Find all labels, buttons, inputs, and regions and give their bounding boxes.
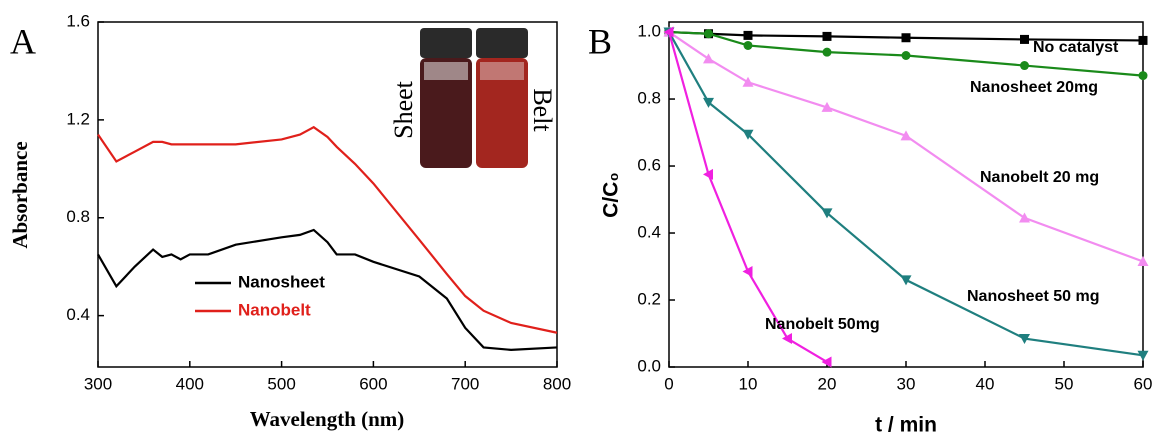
marker [901, 33, 911, 43]
marker [1020, 61, 1029, 71]
marker [1138, 71, 1148, 81]
marker [703, 168, 713, 180]
marker [900, 130, 912, 141]
series-line [97, 125, 558, 334]
series-label: Nanosheet 20mg [970, 79, 1098, 96]
marker [1138, 35, 1148, 45]
marker [703, 97, 714, 108]
x-tick-label: 700 [451, 374, 479, 393]
marker [821, 356, 832, 368]
marker [742, 76, 754, 87]
panel-label: B [588, 21, 612, 61]
y-tick-label: 0.8 [637, 89, 661, 108]
marker [663, 26, 674, 38]
marker [703, 53, 714, 64]
series-label: Nanobelt 20 mg [980, 169, 1099, 186]
x-tick-label: 300 [84, 374, 112, 393]
marker [742, 129, 754, 140]
panel-label: A [10, 21, 36, 61]
x-tick-label: 60 [1134, 374, 1153, 393]
inset-label: Sheet [389, 80, 418, 139]
marker [742, 266, 753, 278]
marker [1019, 334, 1030, 345]
inset-label: Belt [528, 88, 557, 132]
marker [821, 208, 833, 219]
x-tick-label: 50 [1055, 374, 1074, 393]
x-axis-title: t / min [875, 414, 937, 437]
marker [822, 31, 832, 41]
series-label: Nanobelt 50mg [765, 316, 880, 333]
y-tick-label: 1.6 [66, 11, 90, 30]
marker [901, 50, 911, 60]
marker [704, 29, 713, 39]
plot-frame [668, 21, 1144, 368]
y-tick-label: 0.8 [66, 207, 90, 226]
y-tick-label: 0.6 [637, 156, 661, 175]
x-tick-label: 20 [818, 374, 837, 393]
x-tick-label: 800 [543, 374, 571, 393]
marker [1020, 34, 1029, 44]
y-tick-label: 0.2 [637, 289, 661, 308]
series-line [97, 228, 558, 351]
x-tick-label: 10 [739, 374, 758, 393]
series-label: No catalyst [1033, 39, 1119, 56]
x-tick-label: 400 [176, 374, 204, 393]
y-tick-label: 1.0 [637, 22, 661, 41]
x-tick-label: 600 [359, 374, 387, 393]
x-tick-label: 0 [664, 374, 673, 393]
y-tick-label: 0.4 [637, 223, 661, 242]
marker [1137, 350, 1149, 361]
plot-frame [97, 21, 558, 368]
y-tick-label: 0.4 [66, 305, 90, 324]
marker [1137, 255, 1149, 266]
marker [743, 40, 753, 50]
x-tick-label: 30 [897, 374, 916, 393]
marker [1019, 212, 1030, 223]
series-line [668, 31, 1144, 263]
marker [743, 30, 753, 40]
marker [821, 101, 833, 112]
x-tick-label: 500 [267, 374, 295, 393]
legend-label: Nanosheet [238, 272, 325, 291]
legend-label: Nanobelt [238, 300, 311, 319]
marker [782, 333, 792, 345]
inset-photo [420, 28, 528, 168]
y-axis-title: Absorbance [8, 141, 32, 248]
y-tick-label: 0.0 [637, 356, 661, 375]
x-axis-title: Wavelength (nm) [250, 407, 405, 431]
y-axis-title: C/C₀ [600, 172, 623, 218]
x-tick-label: 40 [976, 374, 995, 393]
marker [900, 275, 912, 286]
series-label: Nanosheet 50 mg [967, 288, 1099, 305]
y-tick-label: 1.2 [66, 109, 90, 128]
marker [822, 47, 832, 57]
